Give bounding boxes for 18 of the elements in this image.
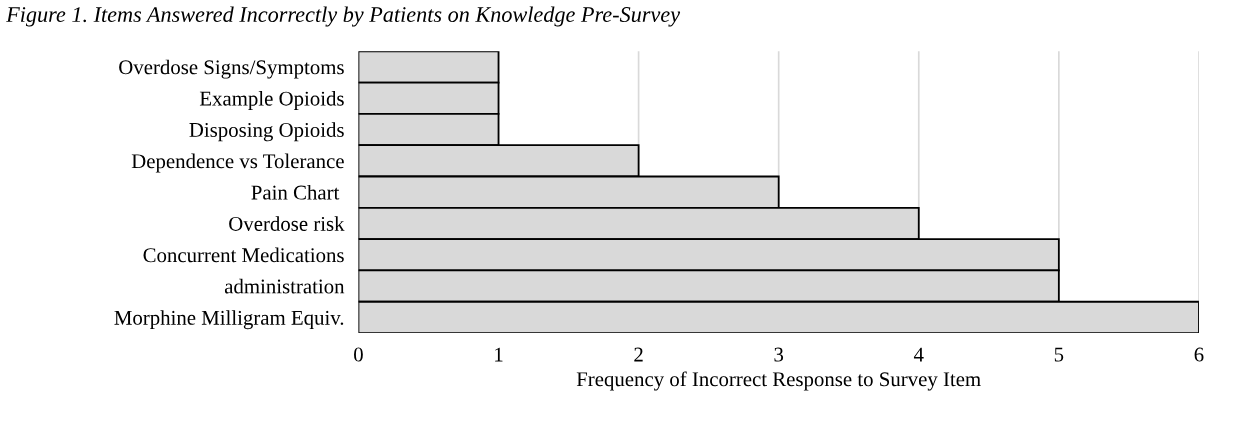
y-tick-label: Overdose risk bbox=[229, 216, 345, 231]
x-tick-label: 6 bbox=[1194, 347, 1204, 362]
y-tick-label: Morphine Milligram Equiv. bbox=[114, 310, 344, 330]
x-tick-label: 4 bbox=[913, 347, 924, 362]
x-axis-title: Frequency of Incorrect Response to Survey Item bbox=[576, 371, 981, 391]
y-tick-label: Concurrent Medications bbox=[143, 247, 344, 263]
x-tick-label: 2 bbox=[634, 347, 643, 362]
y-tick-label: Disposing Opioids bbox=[189, 122, 344, 142]
x-tick-label: 3 bbox=[774, 347, 784, 362]
chart-title: Figure 1. Items Answered Incorrectly by Patients on Knowledge Pre-Survey bbox=[6, 6, 681, 27]
x-tick-label: 1 bbox=[495, 347, 503, 362]
x-tick-label: 5 bbox=[1054, 347, 1064, 362]
y-tick-label: Dependence vs Tolerance bbox=[131, 153, 344, 173]
y-tick-label: Pain Chart bbox=[251, 184, 340, 200]
y-tick-label: administration bbox=[224, 278, 345, 294]
y-tick-label: Overdose Signs/Symptoms bbox=[119, 59, 344, 79]
y-tick-label: Example Opioids bbox=[199, 90, 344, 110]
x-tick-label: 0 bbox=[354, 347, 363, 362]
